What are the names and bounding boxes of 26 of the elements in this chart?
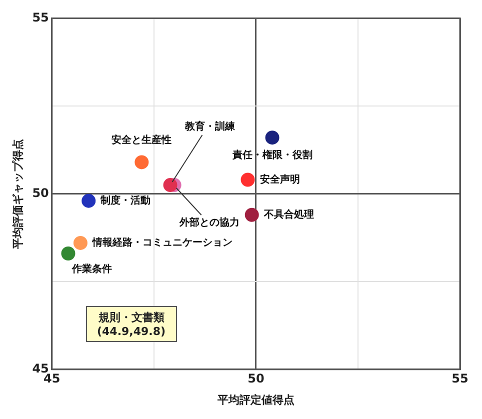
x-tick-label: 45 xyxy=(44,372,60,386)
series-label: 作業条件 xyxy=(71,263,112,276)
annotation: 規則・文書類 xyxy=(97,310,166,325)
series-label: 情報経路・コミュニケーション xyxy=(91,236,232,249)
point xyxy=(134,155,149,170)
point xyxy=(244,208,259,222)
series-label: 責任・権限・役割 xyxy=(231,149,312,162)
point xyxy=(73,236,88,250)
y-tick-label: 55 xyxy=(32,10,49,24)
y-axis-title: 平均評価ギャップ得点 xyxy=(11,138,24,250)
series-label: 制度・活動 xyxy=(100,194,151,206)
point xyxy=(163,178,178,192)
point xyxy=(265,130,280,145)
y-tick-label: 50 xyxy=(32,186,49,200)
text: 外部との協力 xyxy=(178,216,240,229)
point xyxy=(61,246,76,261)
series-label: 不具合処理 xyxy=(262,208,314,220)
x-axis-title: 平均評定値得点 xyxy=(216,393,294,406)
text: 教育・訓練 xyxy=(184,120,236,133)
point xyxy=(82,194,96,208)
x-tick-label: 55 xyxy=(452,372,468,386)
annotation: (44.9,49.8) xyxy=(97,325,166,338)
x-tick-label: 50 xyxy=(248,372,264,386)
point xyxy=(240,172,255,187)
series-label: 安全と生産性 xyxy=(112,134,172,146)
series-label: 安全声明 xyxy=(260,173,300,186)
